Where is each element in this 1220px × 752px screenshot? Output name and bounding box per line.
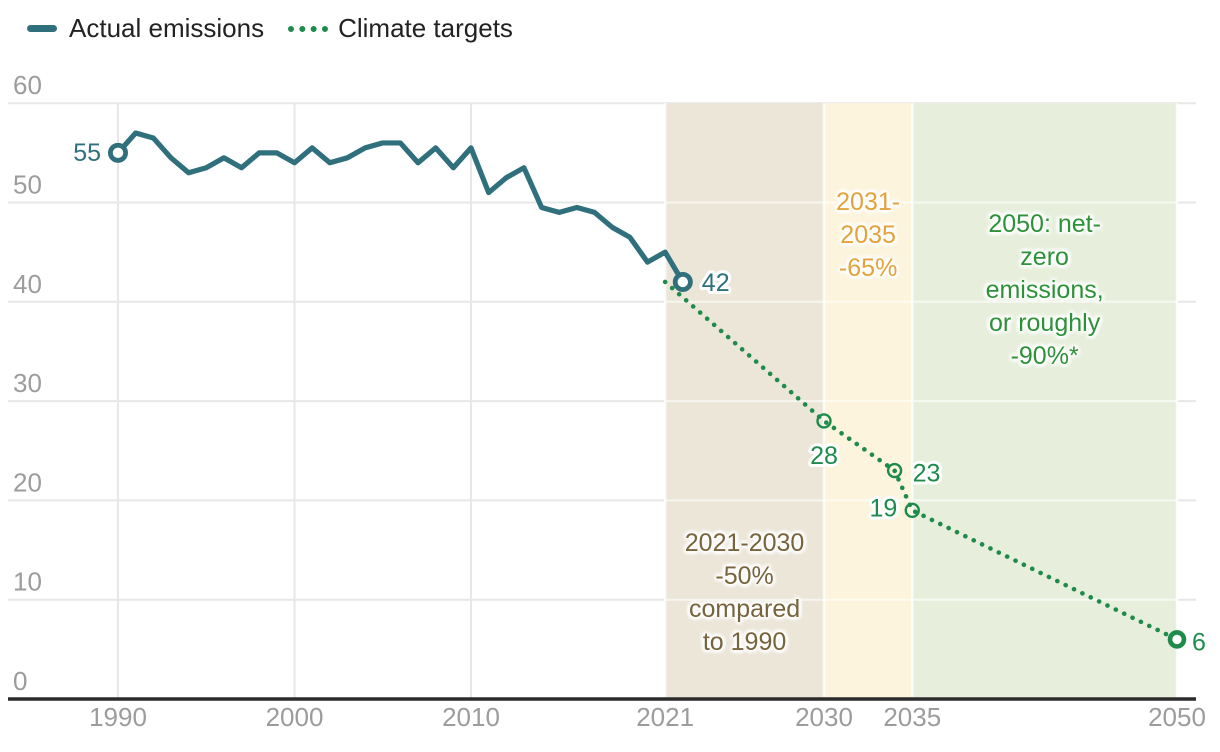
x-tick-label: 2030 [795, 702, 853, 732]
legend-label-climate-targets: Climate targets [338, 13, 513, 43]
x-tick-label: 2021 [636, 702, 694, 732]
band-annotation-2031-2035: 2031- 2035 -65% [836, 188, 901, 282]
value-label-42: 42 [702, 269, 730, 297]
target-point-marker [904, 502, 920, 519]
solid-line-swatch-icon [27, 25, 57, 32]
y-tick-label: 40 [13, 269, 42, 299]
x-tick-label: 2050 [1148, 702, 1206, 732]
value-label-19: 19 [869, 494, 897, 522]
y-tick-label: 20 [13, 467, 42, 497]
legend-item-climate-targets: Climate targets [288, 13, 513, 44]
y-tick-label: 50 [13, 170, 42, 200]
target-point-marker [886, 462, 903, 479]
x-tick-label: 2035 [883, 702, 941, 732]
band-annotation-2021-2030: 2021-2030 -50% compared to 1990 [684, 529, 805, 656]
x-tick-label: 2000 [266, 702, 324, 732]
target-end-marker [1167, 630, 1187, 649]
legend-label-actual-emissions: Actual emissions [69, 13, 265, 43]
emissions-point-marker [108, 142, 129, 163]
legend: Actual emissions Climate targets [27, 13, 513, 44]
value-label-55: 55 [73, 139, 101, 167]
band-annotation-2050-net-zero: 2050: net- zero emissions, or roughly -9… [985, 210, 1104, 370]
y-tick-label: 0 [13, 666, 27, 696]
value-label-23: 23 [913, 460, 941, 488]
y-tick-label: 60 [13, 70, 42, 100]
value-label-28: 28 [810, 442, 838, 470]
emissions-point-marker [672, 271, 693, 292]
y-tick-label: 30 [13, 368, 42, 398]
y-tick-label: 10 [13, 567, 42, 597]
legend-item-actual-emissions: Actual emissions [27, 13, 264, 44]
climate-targets-line [662, 279, 1180, 642]
target-point-marker [816, 413, 832, 429]
value-label-6: 6 [1192, 628, 1206, 656]
actual-emissions-line [115, 130, 686, 285]
x-tick-label: 2010 [442, 702, 500, 732]
dotted-line-swatch-icon [288, 25, 329, 32]
x-tick-label: 1990 [89, 702, 147, 732]
